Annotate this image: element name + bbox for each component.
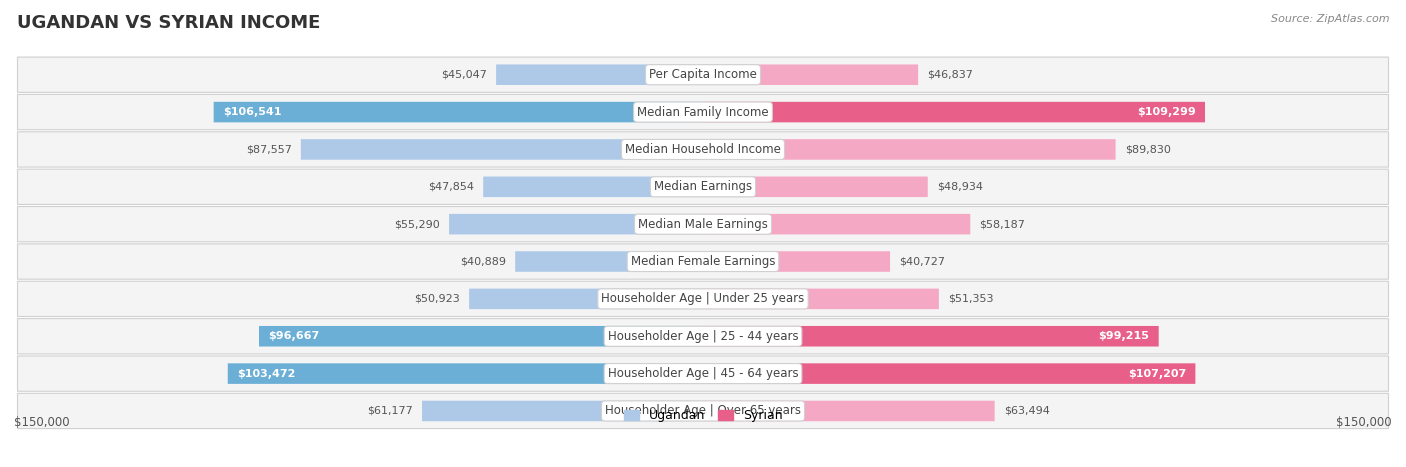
Text: $103,472: $103,472 — [238, 368, 295, 379]
Text: Median Female Earnings: Median Female Earnings — [631, 255, 775, 268]
Text: $150,000: $150,000 — [1336, 416, 1392, 429]
Text: $96,667: $96,667 — [269, 331, 319, 341]
Text: Householder Age | Over 65 years: Householder Age | Over 65 years — [605, 404, 801, 417]
Text: $47,854: $47,854 — [427, 182, 474, 192]
FancyBboxPatch shape — [703, 177, 928, 197]
FancyBboxPatch shape — [422, 401, 703, 421]
Text: $50,923: $50,923 — [415, 294, 460, 304]
FancyBboxPatch shape — [703, 102, 1205, 122]
Text: $109,299: $109,299 — [1137, 107, 1197, 117]
Text: $89,830: $89,830 — [1125, 144, 1171, 155]
FancyBboxPatch shape — [17, 169, 1389, 205]
Legend: Ugandan, Syrian: Ugandan, Syrian — [619, 404, 787, 427]
Text: Householder Age | 25 - 44 years: Householder Age | 25 - 44 years — [607, 330, 799, 343]
Text: $58,187: $58,187 — [980, 219, 1025, 229]
FancyBboxPatch shape — [17, 132, 1389, 167]
Text: Per Capita Income: Per Capita Income — [650, 68, 756, 81]
Text: $40,889: $40,889 — [460, 256, 506, 267]
FancyBboxPatch shape — [515, 251, 703, 272]
FancyBboxPatch shape — [703, 251, 890, 272]
FancyBboxPatch shape — [214, 102, 703, 122]
FancyBboxPatch shape — [17, 318, 1389, 354]
Text: $55,290: $55,290 — [394, 219, 440, 229]
Text: Householder Age | 45 - 64 years: Householder Age | 45 - 64 years — [607, 367, 799, 380]
FancyBboxPatch shape — [17, 356, 1389, 391]
FancyBboxPatch shape — [703, 363, 1195, 384]
FancyBboxPatch shape — [484, 177, 703, 197]
Text: $63,494: $63,494 — [1004, 406, 1050, 416]
Text: $45,047: $45,047 — [441, 70, 486, 80]
Text: Median Household Income: Median Household Income — [626, 143, 780, 156]
FancyBboxPatch shape — [17, 244, 1389, 279]
Text: $150,000: $150,000 — [14, 416, 70, 429]
FancyBboxPatch shape — [703, 289, 939, 309]
FancyBboxPatch shape — [703, 401, 994, 421]
FancyBboxPatch shape — [17, 206, 1389, 242]
Text: $107,207: $107,207 — [1128, 368, 1187, 379]
FancyBboxPatch shape — [703, 214, 970, 234]
Text: $40,727: $40,727 — [900, 256, 945, 267]
Text: $46,837: $46,837 — [928, 70, 973, 80]
Text: Median Male Earnings: Median Male Earnings — [638, 218, 768, 231]
FancyBboxPatch shape — [17, 393, 1389, 429]
Text: $48,934: $48,934 — [936, 182, 983, 192]
FancyBboxPatch shape — [259, 326, 703, 347]
FancyBboxPatch shape — [496, 64, 703, 85]
FancyBboxPatch shape — [703, 326, 1159, 347]
Text: $87,557: $87,557 — [246, 144, 291, 155]
FancyBboxPatch shape — [301, 139, 703, 160]
FancyBboxPatch shape — [17, 94, 1389, 130]
Text: $99,215: $99,215 — [1098, 331, 1150, 341]
Text: Median Earnings: Median Earnings — [654, 180, 752, 193]
Text: $61,177: $61,177 — [367, 406, 413, 416]
Text: Median Family Income: Median Family Income — [637, 106, 769, 119]
FancyBboxPatch shape — [703, 139, 1115, 160]
FancyBboxPatch shape — [449, 214, 703, 234]
FancyBboxPatch shape — [470, 289, 703, 309]
Text: UGANDAN VS SYRIAN INCOME: UGANDAN VS SYRIAN INCOME — [17, 14, 321, 32]
FancyBboxPatch shape — [17, 57, 1389, 92]
Text: $51,353: $51,353 — [948, 294, 994, 304]
FancyBboxPatch shape — [228, 363, 703, 384]
Text: Source: ZipAtlas.com: Source: ZipAtlas.com — [1271, 14, 1389, 24]
FancyBboxPatch shape — [703, 64, 918, 85]
Text: $106,541: $106,541 — [222, 107, 281, 117]
FancyBboxPatch shape — [17, 281, 1389, 317]
Text: Householder Age | Under 25 years: Householder Age | Under 25 years — [602, 292, 804, 305]
